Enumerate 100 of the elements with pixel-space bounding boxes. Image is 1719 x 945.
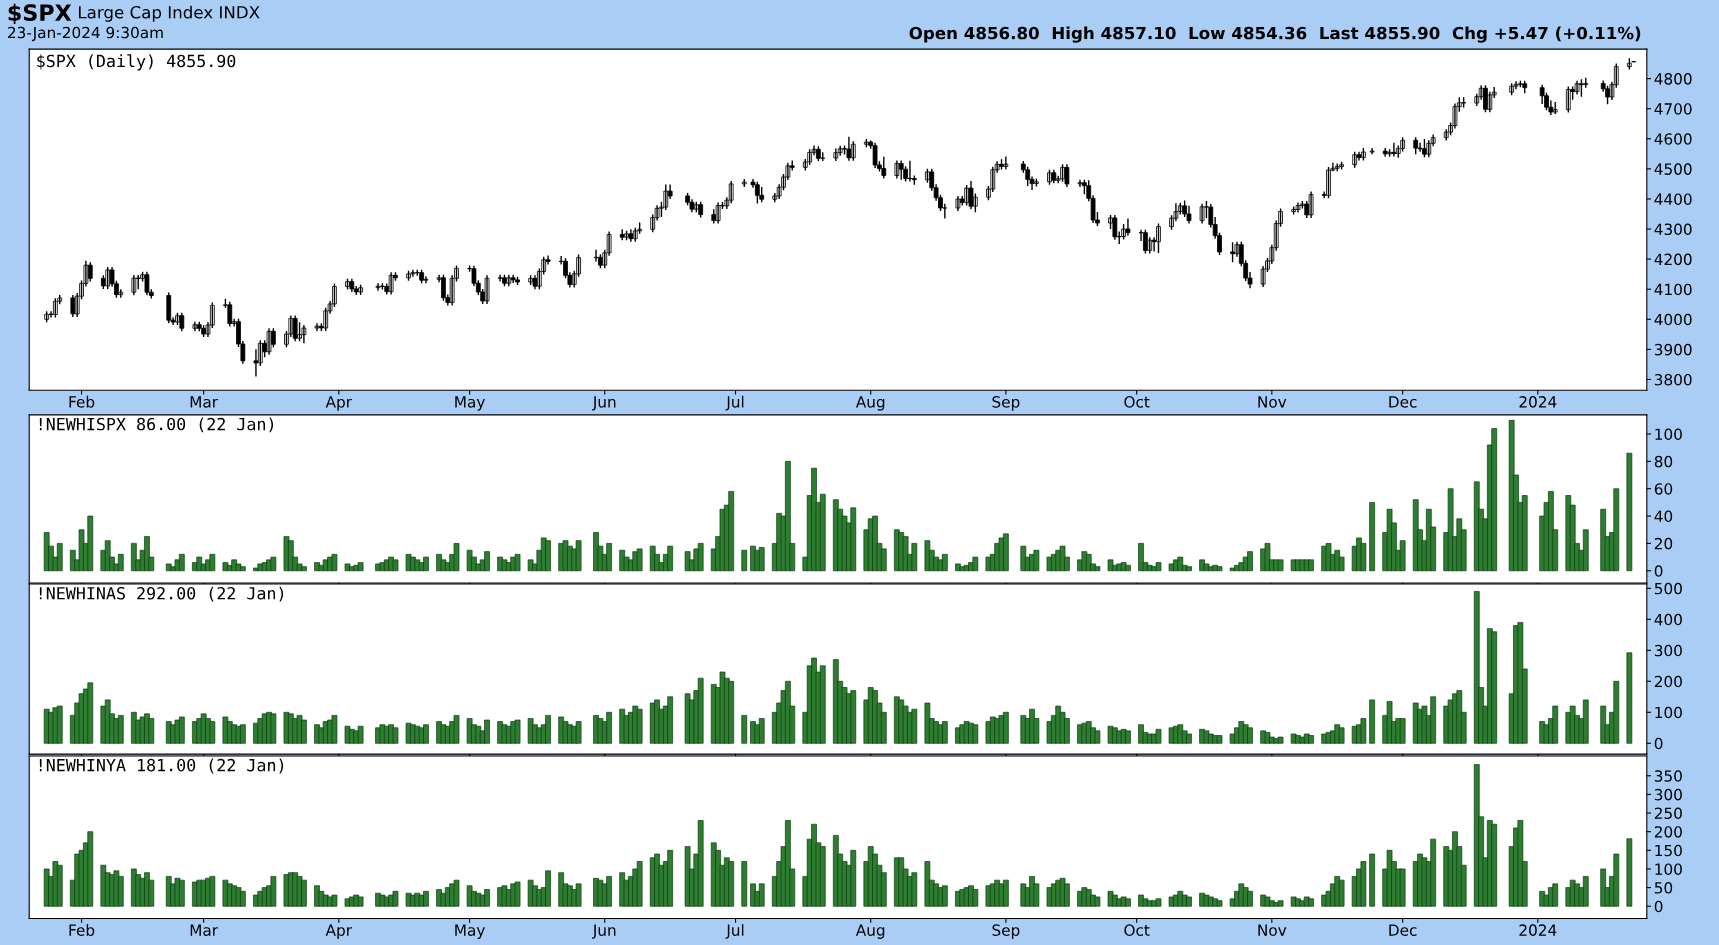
bar	[636, 708, 643, 744]
bar	[741, 715, 748, 744]
bar	[501, 559, 508, 572]
bar	[924, 861, 931, 907]
x-tick-label: Feb	[69, 395, 95, 408]
bar	[1386, 849, 1393, 907]
bar	[1521, 495, 1528, 572]
bar	[1552, 705, 1559, 744]
bar	[575, 883, 582, 907]
bar	[1120, 728, 1127, 744]
bar	[941, 885, 948, 907]
y-tick-label: 200	[1654, 675, 1682, 688]
bar	[296, 715, 303, 744]
bar	[1059, 545, 1066, 572]
y-tick-label: 3800	[1654, 373, 1692, 386]
bar	[1229, 567, 1236, 572]
bar	[283, 536, 290, 572]
bar	[667, 545, 674, 572]
y-tick-label: 0	[1654, 900, 1663, 913]
y-tick-label: 4600	[1654, 133, 1692, 145]
bar	[453, 879, 460, 907]
bar	[1247, 890, 1253, 907]
bar	[392, 890, 399, 907]
bar	[819, 846, 826, 907]
y-tick-label: 200	[1654, 826, 1682, 838]
bar	[117, 715, 124, 744]
bar	[270, 713, 277, 744]
bar	[902, 536, 909, 572]
bar	[1238, 721, 1245, 744]
x-tick-label: 2024	[1519, 396, 1557, 408]
bar	[331, 715, 338, 744]
text: 23-Jan-2024 9:30am	[8, 26, 163, 42]
bar	[1299, 736, 1306, 744]
bar	[1582, 529, 1589, 572]
bar	[1203, 730, 1210, 744]
bar	[1046, 887, 1053, 907]
bar	[100, 864, 107, 907]
bar	[1268, 736, 1275, 744]
bar	[222, 879, 229, 907]
bar	[1168, 563, 1175, 572]
bar	[331, 894, 338, 907]
candlestick	[301, 324, 307, 345]
bar	[1107, 725, 1114, 744]
bar	[514, 719, 521, 744]
bar	[1369, 699, 1375, 744]
bar	[697, 820, 704, 907]
bar	[536, 889, 543, 907]
y-tick-label: 4800	[1654, 73, 1692, 85]
x-tick-label: Oct	[1124, 924, 1150, 936]
y-tick-label: 500	[1654, 582, 1682, 595]
bar	[728, 491, 735, 572]
bar	[418, 894, 425, 907]
candlestick	[87, 261, 93, 283]
bar	[440, 724, 447, 744]
bar	[1491, 428, 1498, 572]
bar	[87, 831, 94, 907]
bar	[1238, 883, 1245, 907]
bar	[1508, 419, 1515, 572]
bar	[1369, 853, 1375, 907]
bar	[972, 889, 979, 907]
bar	[1094, 896, 1101, 907]
bar	[575, 540, 582, 572]
bar	[357, 896, 364, 907]
bar	[1399, 718, 1406, 744]
bar	[1020, 545, 1027, 572]
bar	[1059, 877, 1066, 907]
x-tick-label: Feb	[69, 924, 95, 936]
y-tick-label: 4400	[1654, 193, 1692, 205]
bar	[545, 540, 551, 572]
bar	[597, 879, 604, 907]
x-tick-label: Aug	[855, 396, 885, 411]
bar	[283, 711, 290, 744]
bar	[697, 543, 704, 572]
bar	[56, 864, 63, 907]
bar	[545, 715, 551, 744]
chart-title: !NEWHINYA 181.00 (22 Jan)	[39, 758, 284, 774]
bar	[741, 861, 748, 907]
y-tick-label: 300	[1654, 788, 1682, 801]
bar	[484, 719, 490, 744]
bar	[209, 721, 216, 744]
bar	[200, 713, 207, 744]
bar	[1216, 900, 1223, 907]
chart-title: $SPX (Daily) 4855.90	[37, 54, 236, 71]
bar	[758, 547, 765, 572]
bar	[1626, 838, 1633, 907]
bar	[174, 719, 181, 744]
bar	[1582, 876, 1589, 907]
bar	[1517, 622, 1524, 744]
bar	[850, 507, 857, 572]
bar	[283, 874, 290, 907]
bar	[1081, 551, 1088, 572]
bar	[1216, 735, 1223, 744]
x-tick-label: Dec	[1389, 396, 1417, 408]
bar	[606, 876, 612, 907]
bar	[1308, 735, 1314, 744]
bar	[357, 725, 364, 744]
bar	[1216, 566, 1223, 572]
bar	[1325, 732, 1332, 744]
bar	[379, 894, 386, 907]
bar	[985, 885, 992, 907]
